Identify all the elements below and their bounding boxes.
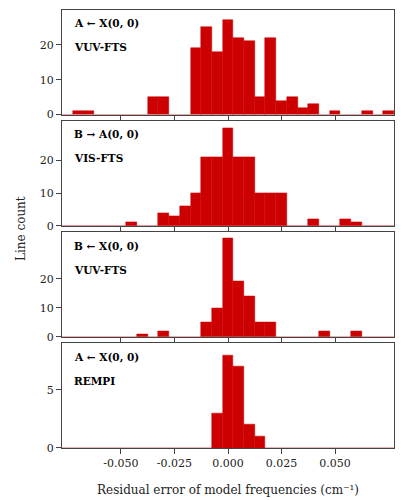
svg-text:VUV-FTS: VUV-FTS [74,41,127,53]
svg-text:20: 20 [40,273,54,286]
svg-text:-0.050: -0.050 [103,457,138,470]
svg-text:0: 0 [47,442,54,455]
svg-text:A ← X(0, 0): A ← X(0, 0) [74,17,139,29]
svg-text:0: 0 [47,108,54,121]
svg-text:A ← X(0, 0): A ← X(0, 0) [74,351,139,363]
svg-text:Line count: Line count [14,196,28,261]
svg-text:0: 0 [47,331,54,344]
svg-text:REMPI: REMPI [74,375,115,387]
svg-text:VIS-FTS: VIS-FTS [74,152,123,164]
svg-text:10: 10 [40,74,54,87]
svg-text:B → A(0, 0): B → A(0, 0) [74,128,139,140]
svg-text:VUV-FTS: VUV-FTS [74,264,127,276]
svg-text:10: 10 [40,302,54,315]
svg-text:-0.025: -0.025 [157,457,192,470]
svg-text:0.050: 0.050 [319,457,351,470]
svg-text:20: 20 [40,154,54,167]
svg-text:20: 20 [40,39,54,52]
svg-text:5: 5 [47,384,54,397]
svg-text:0.000: 0.000 [212,457,244,470]
svg-text:10: 10 [40,187,54,200]
svg-text:B ← X(0, 0): B ← X(0, 0) [74,240,139,252]
svg-text:Residual error of model freque: Residual error of model frequencies (cm⁻… [97,483,359,497]
svg-text:0: 0 [47,220,54,233]
svg-text:0.025: 0.025 [266,457,298,470]
